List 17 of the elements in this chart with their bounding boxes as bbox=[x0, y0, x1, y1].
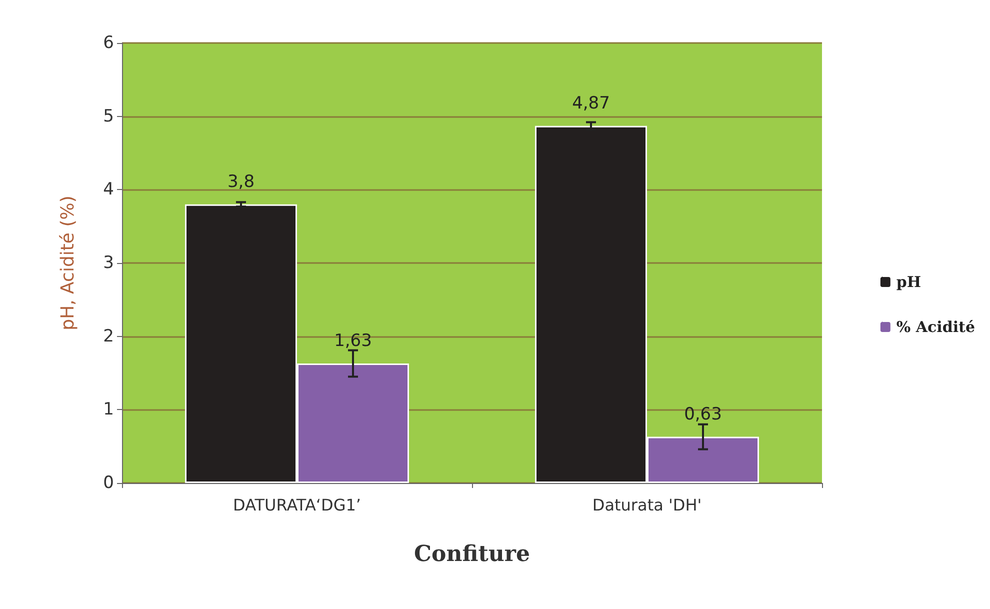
x-tick-label: Daturata 'DH' bbox=[592, 496, 702, 514]
y-tick-label: 3 bbox=[103, 253, 114, 273]
data-label: 4,87 bbox=[572, 93, 610, 114]
y-tick-label: 4 bbox=[103, 180, 114, 200]
y-tick-label: 0 bbox=[103, 473, 114, 493]
y-axis-title: pH, Acidité (%) bbox=[58, 196, 78, 330]
legend-label: pH bbox=[896, 273, 922, 291]
x-axis-title: Confiture bbox=[414, 541, 530, 567]
y-tick-label: 1 bbox=[103, 400, 114, 420]
data-label: 3,8 bbox=[227, 172, 255, 192]
y-tick-label: 5 bbox=[103, 106, 114, 126]
y-tick-label: 2 bbox=[103, 326, 114, 346]
data-label: 0,63 bbox=[684, 404, 722, 424]
legend-label: % Acidité bbox=[896, 318, 976, 336]
data-label: 1,63 bbox=[334, 330, 372, 351]
y-tick-label: 6 bbox=[103, 33, 114, 53]
x-tick-label: DATURATA‘DG1’ bbox=[233, 496, 361, 514]
